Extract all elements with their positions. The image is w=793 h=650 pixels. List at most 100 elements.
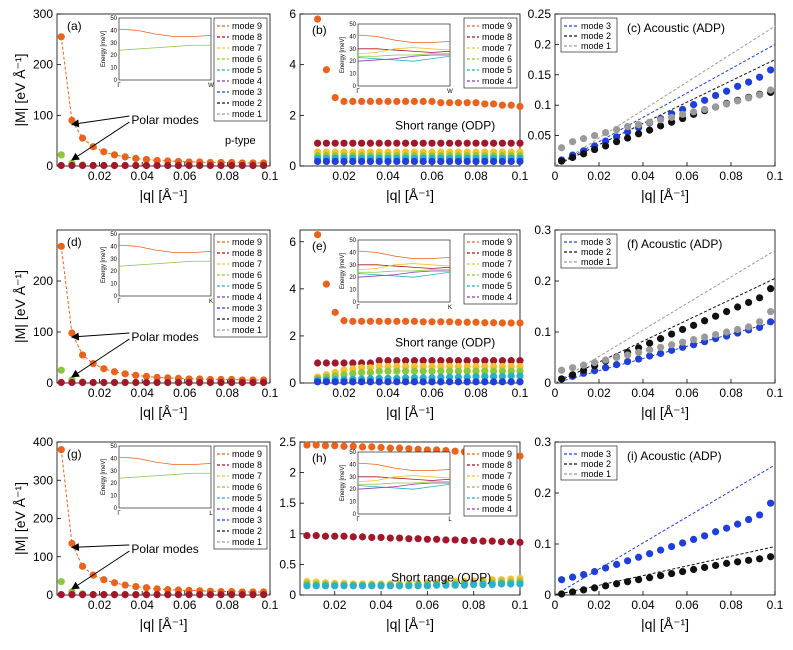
data-point (314, 139, 322, 147)
data-point (142, 372, 151, 380)
legend-entry: mode 9 (482, 449, 512, 459)
data-point (358, 317, 366, 325)
data-point (78, 351, 87, 359)
data-point (249, 591, 257, 599)
x-tick-label: 0.1 (262, 598, 279, 612)
data-point (57, 378, 65, 387)
data-point (132, 591, 140, 599)
data-point (516, 102, 524, 111)
data-point (375, 357, 383, 365)
data-point (217, 161, 225, 170)
y-tick-label: 400 (33, 435, 53, 449)
data-point (340, 442, 348, 450)
data-point (507, 378, 515, 386)
data-point (646, 346, 654, 354)
y-tick-label: 0.05 (528, 129, 552, 143)
inset-x-label-end: K (448, 305, 452, 311)
x-tick-label: 0.04 (376, 169, 400, 183)
data-point (340, 378, 348, 386)
data-point (591, 567, 599, 576)
data-point (498, 378, 506, 386)
data-point (164, 161, 172, 170)
data-point (558, 157, 566, 165)
fit-line-mode-3 (554, 464, 776, 596)
data-point (679, 338, 687, 346)
p-type-label: p-type (225, 135, 256, 147)
data-point (580, 135, 588, 143)
data-point (121, 591, 129, 599)
data-point (153, 161, 161, 170)
data-point (490, 378, 498, 386)
polar-arrow-lower (71, 550, 130, 590)
y-tick-label: 0.25 (528, 7, 552, 21)
data-point (516, 372, 524, 380)
data-point (322, 66, 330, 74)
x-tick-label: 0.02 (587, 598, 611, 612)
data-point (454, 357, 462, 365)
inset-branch (357, 270, 450, 278)
data-point (490, 357, 498, 365)
x-tick-label: 0.1 (512, 169, 529, 183)
data-point (624, 122, 632, 131)
inset-y-tick: 0 (114, 294, 118, 300)
data-point (690, 100, 698, 109)
data-point (340, 157, 348, 166)
data-point (591, 584, 599, 592)
data-point (569, 153, 577, 162)
data-point (132, 161, 140, 170)
data-point (463, 99, 471, 107)
data-point (349, 582, 357, 590)
data-point (516, 580, 524, 588)
y-tick-label: 0.2 (534, 274, 551, 288)
panel-h: 0.02 0.04 0.06 0.08 0.1 0 0.5 1 1.5 2 2.5 |q| [Å⁻¹]… (279, 435, 528, 632)
data-point (507, 139, 515, 147)
y-tick-label: 0 (544, 588, 551, 602)
inset-branch (357, 271, 451, 278)
data-point (734, 520, 742, 528)
data-point (613, 138, 621, 146)
panel-label: (e) (312, 239, 327, 253)
data-point (463, 139, 471, 147)
data-point (312, 441, 320, 449)
data-point (437, 367, 445, 375)
x-tick-label: 0.08 (462, 598, 486, 612)
data-point (142, 584, 151, 592)
data-point (384, 157, 392, 166)
x-tick-label: 0.1 (512, 598, 529, 612)
legend-entry: mode 3 (581, 237, 611, 247)
data-point (498, 101, 506, 109)
data-point (490, 157, 498, 166)
inset-dispersion: 0 10 20 30 40 50 Γ K Energy [meV] (340, 238, 452, 311)
x-tick-label: 0.02 (88, 598, 112, 612)
y-tick-label: 0.1 (534, 325, 551, 339)
data-point (558, 375, 566, 383)
data-point (679, 325, 687, 334)
data-point (57, 591, 65, 599)
data-point (745, 78, 753, 86)
axes-frame (554, 441, 776, 596)
data-point (745, 515, 753, 524)
x-tick-label: 0.1 (767, 386, 784, 400)
legend-entry: mode 8 (482, 460, 512, 470)
axes-frame (299, 229, 521, 384)
legend-entry: mode 8 (232, 460, 262, 470)
data-point (419, 318, 427, 326)
data-point (516, 452, 524, 460)
data-point (756, 323, 764, 332)
legend-entry: mode 2 (232, 98, 262, 108)
inset-y-tick: 10 (349, 72, 356, 78)
data-point (185, 378, 193, 387)
data-point (331, 359, 339, 367)
data-point (516, 357, 524, 365)
x-tick-label: 0.02 (88, 169, 112, 183)
x-tick-label: 0.02 (323, 598, 347, 612)
data-point (349, 442, 357, 450)
data-point (690, 535, 698, 544)
data-point (402, 367, 410, 375)
data-point (78, 378, 87, 387)
data-point (446, 139, 454, 147)
